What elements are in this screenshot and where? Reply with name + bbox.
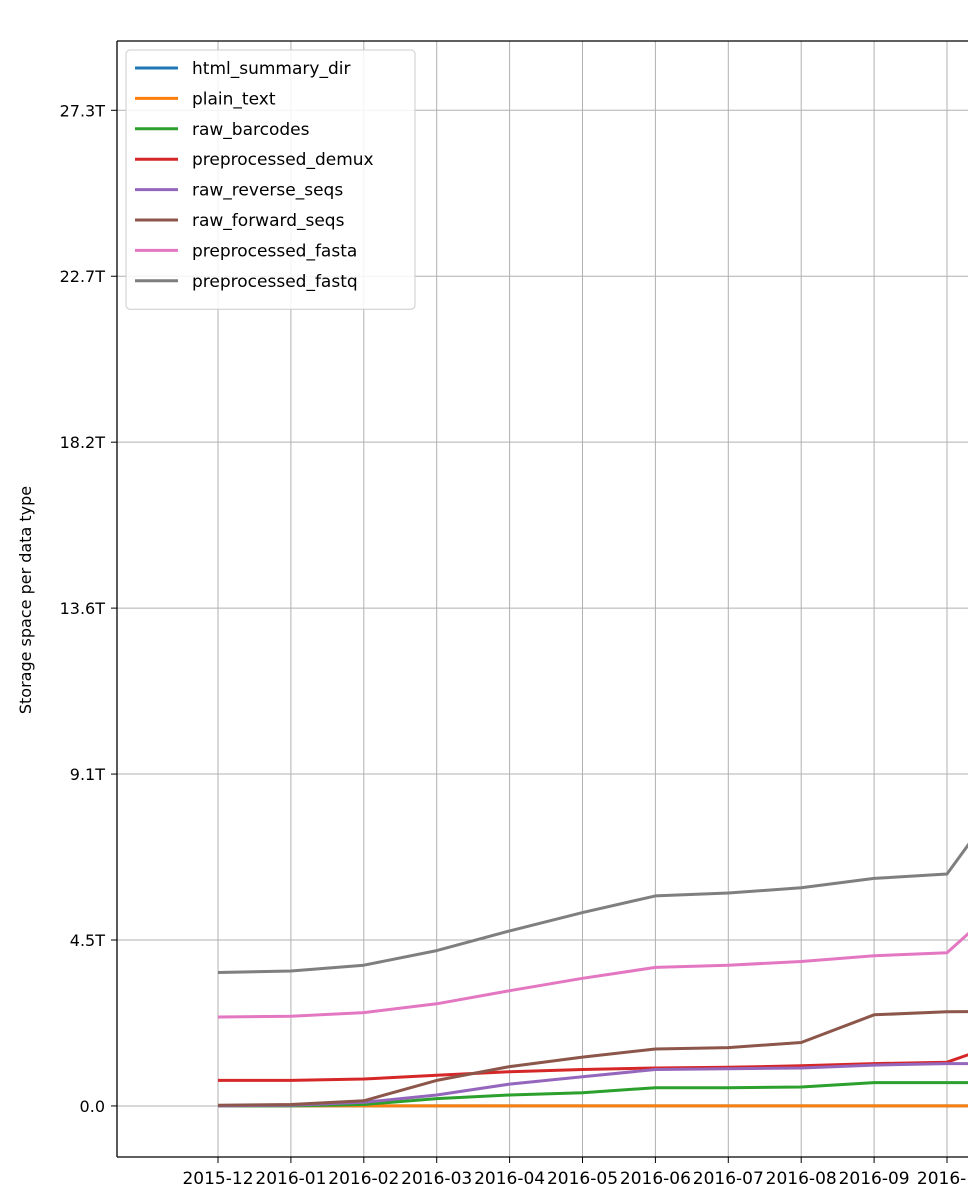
legend-label: preprocessed_demux: [192, 150, 374, 170]
axes: [116, 40, 968, 1158]
y-tick-label: 13.6T: [60, 599, 106, 618]
legend-label: raw_forward_seqs: [192, 211, 345, 231]
x-tick-label: 2015-12: [182, 1169, 253, 1189]
series-lines: [217, 842, 968, 1108]
x-tick-label: 2016-02: [328, 1169, 399, 1189]
x-tick-label: 2016-1: [917, 1169, 968, 1189]
series-line-preprocessed-fasta: [217, 931, 968, 1019]
x-tick-label: 2016-08: [766, 1169, 837, 1189]
y-tick-label: 9.1T: [70, 765, 105, 784]
y-tick-label: 18.2T: [60, 433, 106, 452]
x-tick-label: 2016-04: [474, 1169, 545, 1189]
x-tick-label: 2016-03: [401, 1169, 472, 1189]
x-tick-label: 2016-06: [620, 1169, 691, 1189]
y-tick-label: 22.7T: [60, 267, 106, 286]
legend-label: raw_barcodes: [192, 120, 310, 140]
legend-label: html_summary_dir: [192, 59, 350, 79]
y-axis-label: Storage space per data type: [16, 486, 35, 714]
legend-label: plain_text: [192, 89, 276, 109]
y-ticks: 0.0 4.5T 9.1T 13.6T 18.2T 22.7T 27.3T: [60, 101, 117, 1116]
legend-box: [125, 49, 416, 310]
legend-label: preprocessed_fasta: [192, 241, 357, 261]
legend: html_summary_dir plain_text raw_barcodespr…: [125, 49, 416, 310]
x-tick-label: 2016-05: [547, 1169, 618, 1189]
series-line-preprocessed-fastq: [217, 842, 968, 974]
y-tick-label: 4.5T: [70, 931, 105, 950]
x-tick-label: 2016-01: [255, 1169, 326, 1189]
y-tick-label: 27.3T: [60, 101, 106, 120]
series-line-raw-barcodes: [218, 1081, 968, 1108]
y-tick-label: 0.0: [80, 1097, 105, 1116]
x-tick-label: 2016-07: [693, 1169, 764, 1189]
legend-label: preprocessed_fastq: [192, 272, 358, 292]
x-ticks: 2015-12 2016-01 2016-02 2016-03 2016-04 2016-…: [182, 1157, 968, 1189]
series-line-raw-forward-seqs: [217, 1010, 968, 1107]
x-tick-label: 2016-09: [839, 1169, 910, 1189]
legend-label: raw_reverse_seqs: [192, 181, 343, 201]
